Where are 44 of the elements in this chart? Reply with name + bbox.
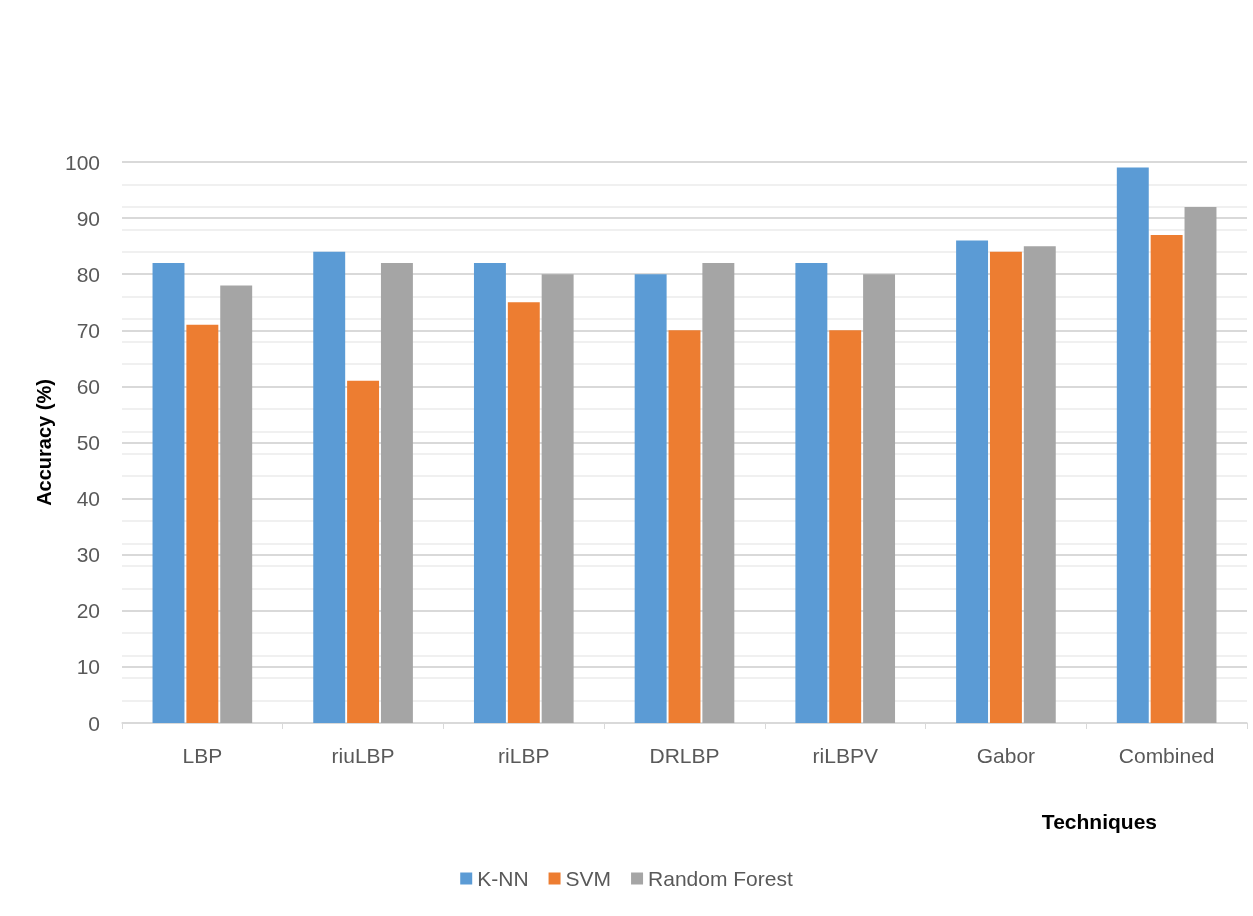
y-tick-label: 20 — [76, 599, 100, 623]
bar — [380, 262, 413, 723]
bar — [473, 262, 506, 723]
bar — [541, 274, 574, 723]
bar — [186, 324, 219, 723]
bar — [702, 262, 735, 723]
x-axis-title: Techniques — [1041, 810, 1157, 833]
legend-label: Random Forest — [648, 867, 793, 890]
y-tick-label: 70 — [76, 318, 100, 342]
bar — [863, 274, 896, 723]
bar — [634, 274, 667, 723]
y-tick-label: 40 — [76, 487, 100, 511]
y-tick-label: 10 — [76, 655, 100, 679]
x-tick-label: riLBPV — [812, 744, 878, 767]
x-tick-label: Combined — [1118, 744, 1215, 767]
bar — [1150, 234, 1183, 723]
bar — [989, 251, 1022, 723]
y-tick-label: 30 — [76, 543, 100, 567]
y-tick-label: 90 — [76, 206, 100, 230]
bar — [347, 380, 380, 723]
y-tick-label: 0 — [88, 711, 100, 735]
y-axis-title: Accuracy (%) — [33, 379, 56, 506]
y-tick-label: 50 — [76, 431, 100, 454]
y-tick-label: 80 — [76, 262, 100, 286]
x-tick-label: Gabor — [976, 744, 1036, 767]
legend-label: K-NN — [477, 867, 529, 890]
legend-label: SVM — [565, 867, 612, 890]
bar — [1184, 206, 1217, 723]
bar — [668, 330, 701, 723]
bar — [795, 262, 828, 723]
bar — [507, 302, 540, 723]
bar — [1023, 246, 1056, 723]
bar — [1116, 167, 1149, 723]
bar — [313, 251, 346, 723]
bar — [152, 262, 185, 723]
x-tick-label: LBP — [182, 744, 223, 767]
x-tick-label: riLBP — [498, 744, 550, 767]
bar — [829, 330, 862, 723]
y-tick-label: 100 — [64, 150, 100, 174]
x-tick-label: riuLBP — [331, 744, 395, 767]
bar — [956, 240, 989, 723]
x-tick-label: DRLBP — [649, 744, 720, 767]
bar — [220, 285, 253, 723]
y-tick-label: 60 — [76, 374, 100, 398]
